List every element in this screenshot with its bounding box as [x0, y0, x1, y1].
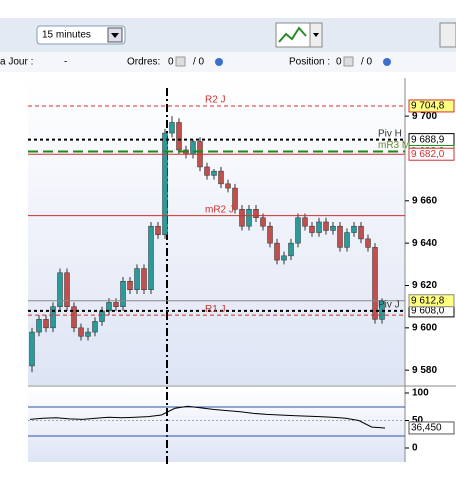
candle-body — [253, 209, 259, 218]
candle-body — [120, 281, 126, 307]
candle-body — [113, 302, 119, 307]
candle-body — [99, 310, 105, 322]
candle-body — [50, 306, 56, 329]
position-icon[interactable] — [343, 56, 354, 67]
indicator-tick-label: 100 — [412, 388, 429, 399]
orders-sep: / 0 — [193, 57, 205, 68]
candle-body — [85, 331, 91, 337]
status-bar — [0, 52, 456, 72]
candle-body — [127, 281, 133, 290]
candle-body — [225, 183, 231, 189]
indicator-tick-label: 0 — [412, 443, 418, 454]
position-count: 0 — [336, 57, 342, 68]
candle-body — [134, 268, 140, 290]
candle-body — [239, 209, 245, 227]
candle-body — [358, 225, 364, 240]
candle-body — [204, 166, 210, 176]
candle-body — [295, 217, 301, 244]
position-label: Position : — [289, 57, 330, 68]
candle-body — [281, 255, 287, 261]
candle-body — [211, 170, 217, 176]
dropdown-arrow — [111, 33, 119, 38]
candle-body — [323, 221, 329, 231]
indicator-tag-label: 36,450 — [411, 423, 442, 434]
level-name: mR3 M — [378, 140, 410, 151]
y-tick-label: 9 640 — [412, 238, 437, 249]
tool-arrow — [313, 33, 319, 37]
candle-body — [337, 225, 343, 248]
candle-body — [246, 209, 252, 227]
candle-body — [330, 225, 336, 231]
y-tick-label: 9 660 — [412, 195, 437, 206]
day-value: - — [64, 57, 67, 68]
candle-body — [64, 272, 70, 307]
candle-body — [141, 268, 147, 290]
level-name: mR2 J — [205, 204, 234, 215]
candle-body — [71, 306, 77, 329]
y-tick-label: 9 700 — [412, 111, 437, 122]
candle-body — [232, 187, 238, 210]
indicator-panel — [28, 388, 405, 462]
candle-body — [267, 225, 273, 244]
position-sep: / 0 — [361, 57, 373, 68]
candle-body — [372, 247, 378, 320]
level-name: R1 J — [205, 304, 226, 315]
price-tag-label: 9 688,9 — [411, 134, 445, 145]
tool-icon — [278, 26, 307, 43]
orders-icon[interactable] — [175, 56, 186, 67]
candle-body — [57, 272, 63, 307]
price-tag-label: 9 704,8 — [411, 101, 445, 112]
level-name: Piv J — [378, 300, 400, 311]
side-button[interactable] — [439, 22, 456, 48]
level-name: Piv H — [378, 128, 402, 139]
candle-body — [162, 132, 168, 235]
candle-body — [288, 242, 294, 257]
candle-body — [260, 217, 266, 227]
orders-label: Ordres: — [127, 57, 160, 68]
candle-body — [106, 302, 112, 312]
candle-body — [78, 327, 84, 337]
indicator-tag — [408, 421, 455, 435]
candle-body — [29, 331, 35, 367]
y-tick-label: 9 600 — [412, 322, 437, 333]
interval-text: 15 minutes — [42, 30, 91, 41]
price-tag — [408, 294, 455, 308]
candle-body — [148, 225, 154, 290]
interval-select[interactable] — [36, 25, 126, 45]
candle-body — [155, 225, 161, 235]
candle-body — [176, 122, 182, 151]
y-tick-label: 9 580 — [412, 365, 437, 376]
candle-body — [302, 217, 308, 227]
candle-body — [92, 321, 98, 333]
candle-body — [169, 122, 175, 134]
candle-body — [218, 170, 224, 185]
price-tag — [408, 99, 455, 113]
y-tick-label: 9 620 — [412, 280, 437, 291]
level-name: R2 J — [205, 95, 226, 106]
price-tag — [408, 147, 455, 161]
candle-body — [36, 319, 42, 333]
candle-body — [316, 221, 322, 233]
price-panel — [28, 78, 405, 385]
candle-body — [344, 232, 350, 248]
price-plot — [28, 105, 405, 373]
candle-body — [309, 225, 315, 233]
candle-body — [274, 242, 280, 261]
candle-body — [351, 225, 357, 233]
day-label: a Jour : — [0, 57, 33, 68]
price-tag-label: 9 608,0 — [411, 306, 445, 317]
indicator-line — [29, 405, 386, 429]
orders-gear[interactable] — [215, 58, 223, 66]
orders-count: 0 — [168, 57, 174, 68]
candle-body — [43, 319, 49, 329]
price-tag-label: 9 682,0 — [411, 149, 445, 160]
position-gear[interactable] — [383, 58, 391, 66]
candle-body — [365, 238, 371, 248]
indicator-tick-label: 50 — [412, 415, 424, 426]
price-tag-label: 9 612,8 — [411, 295, 445, 306]
